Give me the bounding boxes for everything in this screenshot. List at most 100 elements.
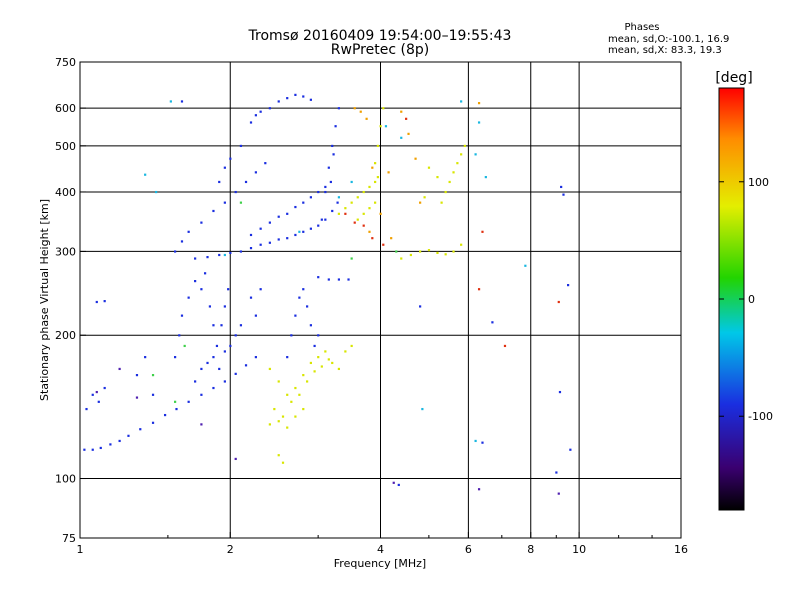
data-point [223, 201, 226, 204]
data-point [423, 196, 426, 199]
phases-legend-title: Phases [624, 22, 659, 33]
data-point [474, 439, 477, 443]
data-point [379, 125, 382, 128]
data-point [234, 372, 237, 375]
data-point [302, 230, 305, 233]
data-point [309, 324, 312, 327]
data-point [362, 190, 365, 194]
data-point [194, 257, 197, 260]
colorbar-tick-label: 100 [748, 176, 769, 189]
data-point [481, 230, 484, 233]
data-point [327, 278, 330, 281]
data-point [277, 215, 280, 218]
data-point [353, 107, 356, 110]
data-point [244, 364, 248, 367]
data-point [407, 132, 410, 135]
data-point [229, 344, 232, 348]
data-point [337, 278, 341, 281]
data-point [83, 448, 86, 451]
y-tick-label: 500 [55, 140, 76, 153]
data-point [362, 224, 365, 227]
data-point [223, 380, 226, 383]
data-point [277, 420, 280, 423]
data-point [244, 180, 248, 184]
data-point [180, 100, 184, 103]
data-point [503, 344, 507, 348]
data-point [302, 407, 305, 411]
data-point [249, 296, 253, 299]
data-point [313, 370, 316, 373]
y-tick-label: 100 [55, 473, 76, 486]
data-point [306, 305, 309, 308]
data-point [103, 300, 106, 303]
data-point [194, 280, 197, 283]
data-point [309, 361, 312, 365]
data-point [309, 196, 312, 199]
data-point [387, 171, 390, 174]
data-point [95, 390, 98, 394]
data-point [277, 238, 280, 241]
data-point [376, 144, 379, 148]
data-point [281, 415, 285, 418]
data-point [286, 97, 289, 100]
data-point [203, 272, 207, 275]
data-point [151, 374, 155, 377]
y-tick-label: 300 [55, 245, 76, 258]
data-point [384, 125, 388, 128]
data-point [268, 107, 271, 110]
data-point [334, 125, 337, 128]
data-point [180, 240, 184, 243]
data-point [298, 393, 301, 396]
data-point [317, 276, 320, 279]
data-point [281, 461, 285, 464]
data-point [144, 356, 147, 359]
data-point [286, 356, 289, 359]
data-point [95, 300, 98, 304]
data-point [419, 305, 422, 308]
data-point [419, 250, 422, 253]
data-point [317, 190, 320, 194]
data-point [484, 175, 487, 179]
data-point [368, 185, 371, 189]
data-point [212, 386, 215, 390]
data-point [135, 396, 139, 399]
data-point [444, 253, 447, 256]
data-point [259, 288, 262, 291]
data-point [344, 212, 347, 215]
data-point [474, 153, 477, 156]
data-point [327, 358, 330, 361]
data-point [173, 400, 177, 403]
data-point [200, 221, 203, 224]
data-point [477, 488, 481, 491]
data-point [215, 344, 219, 348]
colorbar-label: [deg] [715, 70, 752, 86]
data-point [218, 180, 221, 184]
data-point [259, 110, 262, 113]
data-point [85, 407, 88, 411]
data-point [206, 256, 209, 259]
data-point [317, 334, 320, 337]
data-point [298, 230, 301, 233]
data-point [187, 230, 190, 233]
phases-legend-x: mean, sd,X: 83.3, 19.3 [608, 45, 722, 56]
data-point [173, 250, 177, 253]
x-axis-label: Frequency [MHz] [334, 557, 426, 570]
data-point [169, 100, 172, 103]
data-point [332, 153, 335, 156]
data-point [374, 180, 377, 184]
data-point [239, 144, 243, 148]
data-point [409, 253, 412, 257]
data-point [294, 314, 297, 317]
data-point [294, 386, 297, 390]
data-point [329, 180, 332, 184]
data-point [350, 257, 353, 260]
data-point [337, 107, 341, 110]
data-point [302, 95, 305, 98]
data-point [317, 224, 320, 227]
data-point [481, 441, 484, 444]
data-point [306, 380, 309, 383]
data-point [187, 296, 190, 299]
data-point [268, 221, 271, 224]
data-point [320, 365, 323, 368]
y-tick-label: 600 [55, 102, 76, 115]
